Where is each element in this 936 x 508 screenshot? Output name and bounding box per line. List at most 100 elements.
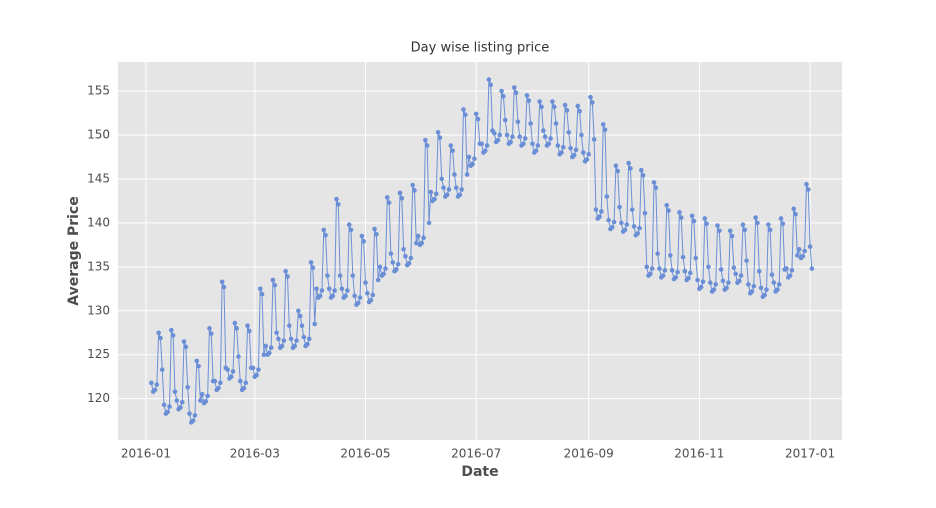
- price-point: [198, 398, 203, 403]
- price-point: [769, 272, 775, 278]
- price-point: [695, 277, 700, 283]
- price-point: [241, 385, 247, 391]
- price-point: [437, 135, 443, 140]
- price-point: [517, 134, 523, 140]
- price-point: [541, 128, 546, 133]
- x-tick-label: 2016-09: [564, 447, 614, 461]
- price-point: [343, 293, 348, 299]
- price-point: [179, 399, 185, 405]
- price-point: [510, 134, 515, 140]
- price-point: [615, 168, 621, 174]
- price-point: [613, 163, 619, 169]
- price-point: [247, 328, 252, 334]
- price-point: [372, 226, 377, 232]
- price-point: [724, 285, 729, 291]
- price-point: [161, 402, 167, 408]
- price-point: [793, 211, 798, 217]
- price-point: [346, 222, 352, 227]
- price-point: [414, 240, 419, 246]
- price-point: [580, 150, 586, 155]
- chart-title: Day wise listing price: [411, 41, 550, 56]
- price-point: [319, 288, 325, 293]
- price-point: [158, 335, 163, 341]
- price-point: [673, 275, 679, 280]
- price-point: [410, 182, 415, 188]
- price-point: [415, 233, 421, 239]
- price-point: [334, 196, 339, 202]
- price-point: [791, 206, 797, 212]
- y-tick-label: 145: [87, 171, 110, 185]
- price-point: [706, 264, 711, 270]
- price-point: [644, 264, 650, 270]
- price-point: [528, 121, 533, 126]
- price-point: [778, 216, 784, 221]
- price-point: [279, 343, 285, 349]
- price-point: [736, 278, 742, 284]
- price-point: [628, 166, 633, 171]
- price-point: [577, 108, 582, 114]
- price-point: [689, 213, 695, 219]
- price-point: [796, 246, 802, 252]
- price-point: [216, 385, 221, 391]
- price-point: [332, 288, 337, 293]
- price-point: [306, 336, 312, 342]
- price-point: [555, 143, 561, 148]
- price-point: [368, 297, 374, 303]
- price-point: [296, 308, 301, 314]
- price-point: [152, 387, 158, 393]
- price-point: [473, 111, 479, 117]
- price-point: [738, 273, 744, 278]
- price-point: [428, 189, 434, 195]
- price-point: [624, 222, 630, 227]
- price-point: [484, 143, 490, 148]
- y-tick-label: 130: [87, 303, 110, 317]
- price-point: [726, 280, 731, 285]
- price-point: [651, 180, 657, 185]
- price-point: [530, 141, 535, 147]
- price-point: [159, 367, 165, 372]
- price-point: [466, 154, 472, 160]
- price-point: [424, 143, 430, 148]
- price-point: [571, 152, 577, 158]
- price-point: [619, 220, 624, 226]
- price-point: [403, 253, 408, 259]
- price-point: [212, 378, 218, 384]
- price-point: [167, 404, 172, 409]
- price-point: [693, 255, 699, 261]
- price-point: [412, 188, 417, 193]
- price-point: [680, 254, 686, 260]
- price-point: [205, 393, 210, 399]
- price-point: [733, 271, 738, 277]
- price-point: [742, 227, 748, 233]
- price-point: [566, 130, 572, 135]
- price-point: [199, 391, 205, 397]
- price-point: [508, 139, 513, 145]
- price-point: [268, 345, 274, 350]
- price-point: [370, 292, 376, 298]
- price-point: [550, 99, 555, 104]
- price-point: [285, 274, 290, 279]
- price-point: [388, 251, 394, 256]
- price-point: [283, 268, 288, 274]
- price-point: [702, 216, 708, 221]
- price-point: [348, 227, 354, 233]
- price-point: [590, 100, 595, 105]
- price-point: [337, 273, 343, 278]
- price-point: [504, 132, 510, 138]
- price-point: [432, 196, 437, 202]
- price-point: [606, 217, 611, 223]
- price-point: [746, 282, 751, 287]
- price-point: [688, 270, 693, 276]
- price-point: [533, 148, 539, 154]
- y-tick-label: 135: [87, 259, 110, 273]
- price-point: [718, 267, 724, 272]
- price-point: [629, 207, 635, 212]
- price-point: [588, 94, 593, 100]
- price-point: [281, 338, 287, 343]
- price-point: [513, 90, 519, 96]
- price-point: [559, 150, 564, 155]
- price-point: [639, 167, 644, 173]
- price-point: [660, 273, 666, 278]
- price-point: [488, 82, 494, 88]
